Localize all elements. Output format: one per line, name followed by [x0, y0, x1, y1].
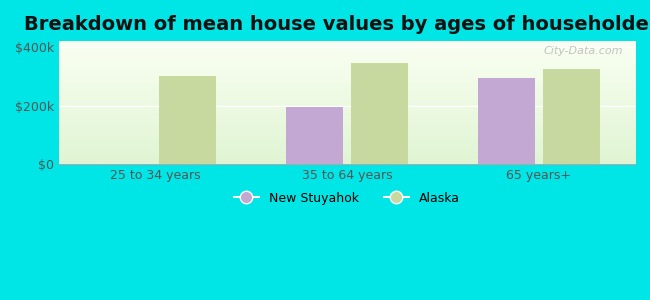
Bar: [543, 69, 601, 164]
Text: City-Data.com: City-Data.com: [544, 46, 623, 56]
Legend: New Stuyahok, Alaska: New Stuyahok, Alaska: [229, 187, 465, 210]
Bar: [159, 76, 216, 164]
Bar: [351, 63, 408, 164]
Bar: [478, 78, 535, 164]
Title: Breakdown of mean house values by ages of householders: Breakdown of mean house values by ages o…: [24, 15, 650, 34]
Bar: [285, 107, 343, 164]
